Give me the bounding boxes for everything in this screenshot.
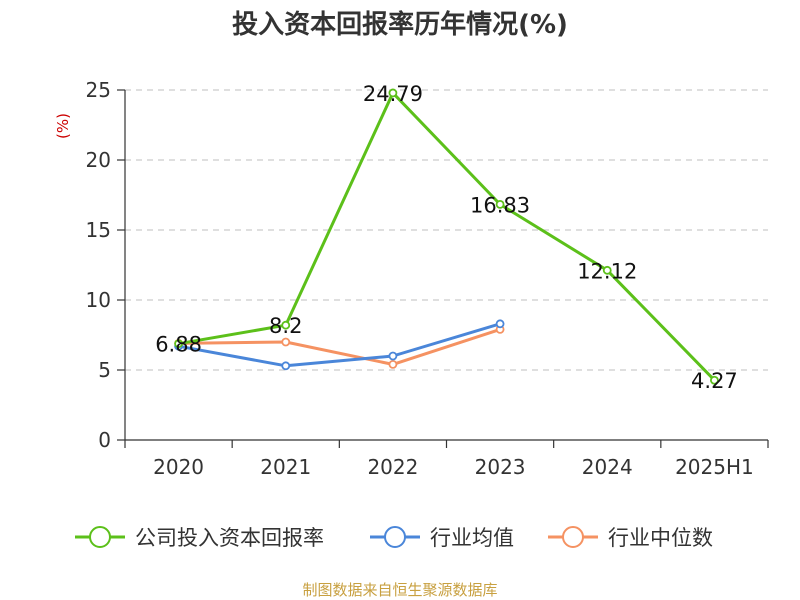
data-point[interactable] — [495, 199, 505, 209]
data-label: 24.79 — [363, 82, 423, 106]
data-point[interactable] — [710, 375, 719, 385]
legend[interactable]: 公司投入资本回报率 行业均值 行业中位数 — [75, 526, 713, 550]
data-point[interactable] — [281, 320, 291, 330]
series-line — [178, 91, 716, 382]
source-note: 制图数据来自恒生聚源数据库 — [302, 581, 497, 599]
grid-lines — [125, 89, 768, 371]
legend-label: 行业均值 — [430, 526, 514, 550]
series-1 — [174, 319, 505, 371]
x-tick-label: 2022 — [367, 455, 418, 479]
chart-title: 投入资本回报率历年情况(%) — [232, 9, 568, 40]
legend-label: 行业中位数 — [608, 526, 713, 550]
data-label: 16.83 — [470, 193, 530, 217]
data-point[interactable] — [388, 88, 398, 98]
legend-marker — [562, 526, 584, 548]
legend-label: 公司投入资本回报率 — [135, 526, 324, 550]
data-point[interactable] — [174, 339, 183, 349]
x-tick-label: 2024 — [582, 455, 633, 479]
legend-marker — [384, 526, 406, 548]
series-line — [178, 322, 501, 368]
data-labels: 6.88 8.2 24.79 16.83 12.12 4.27 — [155, 82, 738, 393]
y-tick-label: 0 — [98, 428, 111, 452]
series-0 — [174, 88, 719, 385]
x-tick-label: 2025H1 — [675, 455, 754, 479]
legend-item-1[interactable]: 行业均值 — [370, 526, 514, 550]
series-line — [178, 327, 501, 366]
data-label: 12.12 — [577, 259, 637, 283]
data-point[interactable] — [281, 337, 291, 347]
legend-item-0[interactable]: 公司投入资本回报率 — [75, 526, 324, 550]
data-label: 6.88 — [155, 333, 202, 357]
y-tick-label: 15 — [86, 218, 111, 242]
data-label: 8.2 — [269, 314, 302, 338]
data-point[interactable] — [495, 319, 505, 329]
x-tick-label: 2020 — [153, 455, 204, 479]
series-lines — [174, 88, 719, 385]
axes: 0 5 10 15 20 25 2020 2021 2022 2023 2024 2025H1 — [86, 78, 769, 479]
y-tick-label: 5 — [98, 358, 111, 382]
legend-item-2[interactable]: 行业中位数 — [548, 526, 713, 550]
legend-marker — [89, 526, 111, 548]
data-point[interactable] — [388, 351, 398, 361]
data-label: 4.27 — [691, 369, 738, 393]
data-point[interactable] — [388, 359, 398, 369]
x-tick-label: 2023 — [475, 455, 526, 479]
data-point[interactable] — [602, 265, 612, 275]
y-axis-unit: (%) — [54, 113, 72, 139]
y-tick-label: 20 — [86, 148, 111, 172]
y-tick-label: 10 — [86, 288, 111, 312]
x-tick-label: 2021 — [260, 455, 311, 479]
data-point[interactable] — [281, 361, 291, 371]
y-tick-label: 25 — [86, 78, 111, 102]
